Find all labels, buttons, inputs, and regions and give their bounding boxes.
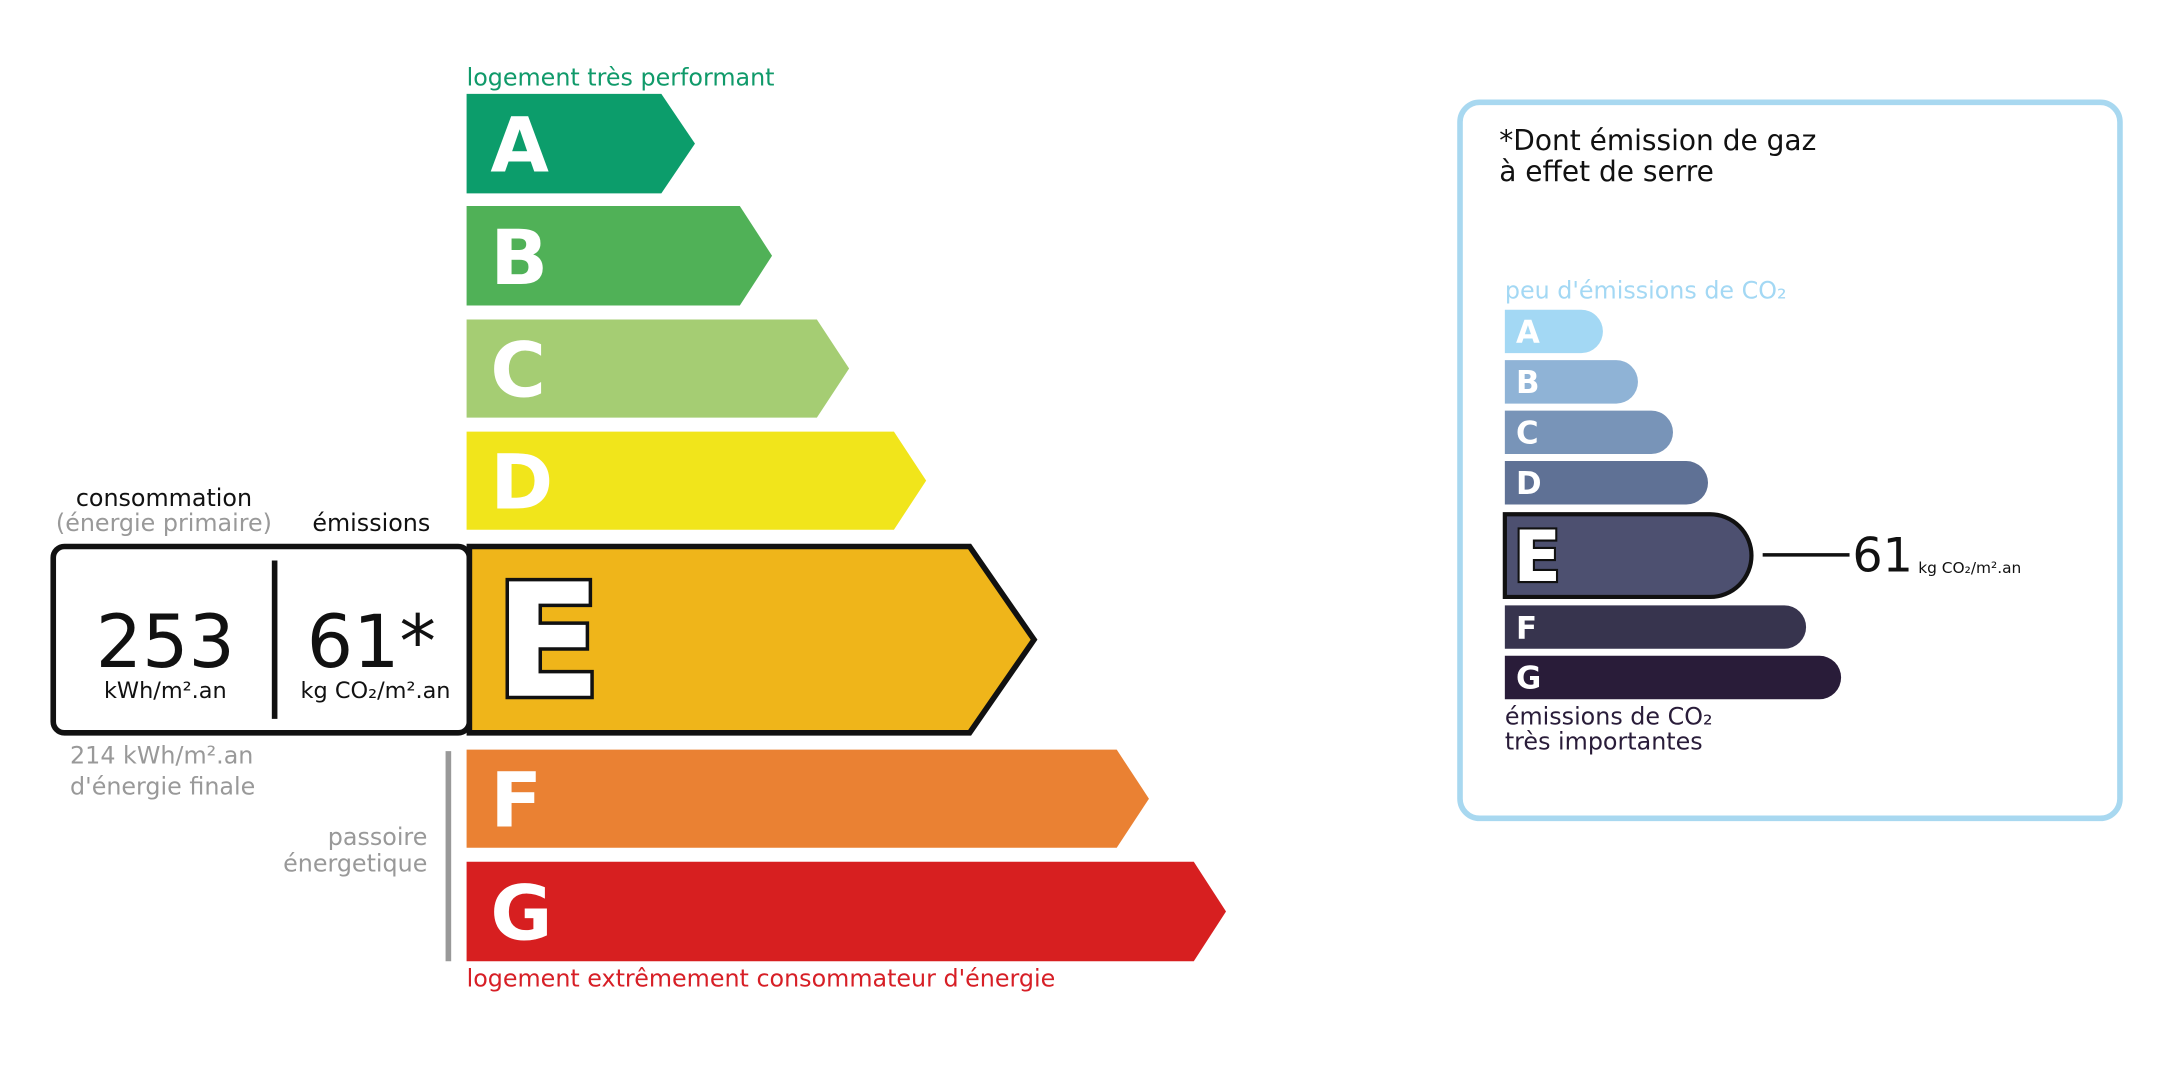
ges-title: *Dont émission de gaz: [1499, 124, 1816, 157]
consumption-header: consommation: [76, 484, 252, 512]
energy-class-letter: A: [490, 102, 549, 190]
energy-class-letter: B: [490, 214, 548, 302]
energy-class-letter: D: [490, 439, 553, 527]
final-energy: d'énergie finale: [70, 773, 255, 801]
ges-class-letter: F: [1516, 610, 1537, 646]
ges-class-bar: [1504, 410, 1673, 455]
ges-unit: kg CO₂/m².an: [1918, 559, 2021, 577]
ges-class-bar: [1504, 605, 1807, 649]
consumption-value: 253: [96, 600, 235, 685]
top-label: logement très performant: [467, 64, 775, 92]
energy-class-bar: [466, 431, 927, 530]
ges-class-bar: [1504, 655, 1842, 700]
emissions-value: 61*: [307, 600, 436, 685]
energy-class-letter: E: [495, 551, 602, 734]
emissions-unit: kg CO₂/m².an: [301, 678, 451, 704]
energy-class-bar: [466, 206, 773, 306]
ges-bottom-label: émissions de CO₂: [1505, 702, 1713, 730]
ges-title: à effet de serre: [1499, 155, 1714, 188]
energy-class-letter: F: [490, 757, 542, 845]
ges-class-bar: [1504, 461, 1709, 505]
energy-class-bar: [466, 319, 850, 418]
energy-class-letter: C: [490, 327, 546, 415]
ges-class-letter: D: [1516, 466, 1542, 502]
ges-value: 61: [1852, 529, 1913, 584]
bottom-label: logement extrêmement consommateur d'éner…: [467, 964, 1056, 992]
final-energy: 214 kWh/m².an: [70, 742, 253, 770]
energy-class-bar: [466, 543, 1038, 736]
energy-class-bar: [466, 749, 1149, 848]
energy-class-bar: [466, 861, 1227, 962]
passoire-label: passoire: [328, 823, 428, 851]
energy-class-letter: G: [490, 870, 552, 958]
ges-class-letter: G: [1516, 661, 1541, 697]
emissions-header: émissions: [312, 509, 430, 537]
ges-class-bar: [1502, 512, 1754, 600]
ges-class-bar: [1504, 360, 1638, 404]
ges-class-letter: E: [1513, 516, 1561, 598]
consumption-subheader: (énergie primaire): [56, 509, 272, 537]
ges-bottom-label: très importantes: [1505, 728, 1703, 756]
passoire-label: énergetique: [283, 850, 427, 878]
ges-top-label: peu d'émissions de CO₂: [1505, 277, 1787, 305]
ges-class-letter: B: [1516, 365, 1540, 401]
energy-class-bar: [466, 93, 695, 194]
ges-class-bar: [1504, 309, 1603, 354]
ges-class-letter: A: [1516, 315, 1540, 351]
consumption-unit: kWh/m².an: [104, 678, 227, 704]
ges-class-letter: C: [1516, 416, 1539, 452]
